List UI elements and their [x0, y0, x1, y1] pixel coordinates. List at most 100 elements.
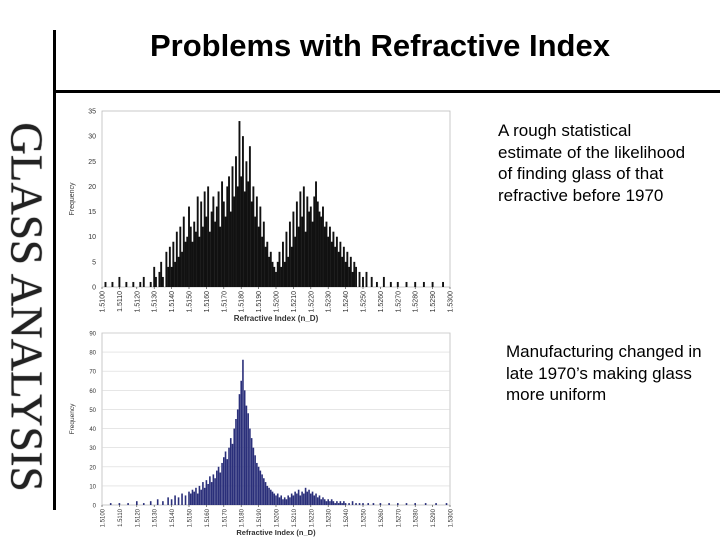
histogram-bar: [202, 482, 204, 505]
histogram-bar: [445, 503, 448, 505]
histogram-bar: [262, 221, 265, 287]
histogram-bar: [153, 266, 156, 287]
histogram-bar: [193, 221, 196, 287]
histogram-bar: [229, 438, 232, 505]
plot-area: [101, 110, 451, 288]
histogram-bar: [372, 503, 375, 505]
histogram-bar: [336, 501, 338, 505]
y-axis-label: Frequency: [69, 403, 76, 434]
histogram-bar: [389, 281, 392, 287]
x-tick-label: 1.5180: [239, 291, 246, 313]
histogram-bar: [355, 266, 357, 287]
y-tick-label: 35: [88, 109, 96, 116]
x-tick-label: 1.5240: [344, 508, 350, 527]
histogram-bar: [189, 226, 192, 287]
histogram-bar: [335, 236, 338, 287]
histogram-bar: [104, 281, 107, 287]
histogram-bar: [198, 236, 201, 287]
y-tick-label: 10: [89, 484, 96, 490]
x-tick-label: 1.5140: [169, 291, 176, 313]
histogram-bar: [179, 226, 182, 287]
histogram-bar: [313, 495, 316, 505]
histogram-bar: [310, 493, 312, 505]
histogram-bar: [318, 495, 321, 505]
histogram-bar: [330, 499, 333, 505]
histogram-bar: [365, 271, 368, 287]
histogram-bar: [285, 499, 288, 505]
histogram-bar: [316, 497, 319, 505]
histogram-bar: [184, 495, 187, 505]
histogram-bar: [325, 221, 328, 287]
histogram-bar: [268, 487, 270, 505]
histogram-bar: [217, 191, 220, 287]
histogram-bar: [221, 462, 223, 505]
histogram-bar: [442, 281, 444, 287]
histogram-bar: [156, 499, 159, 505]
histogram-bar: [303, 493, 305, 505]
histogram-bar: [245, 161, 248, 287]
x-tick-label: 1.5290: [431, 508, 437, 527]
histogram-bar: [283, 261, 286, 287]
x-tick-label: 1.5270: [396, 508, 402, 527]
histogram-bar: [165, 251, 168, 287]
histogram-bar: [174, 261, 177, 287]
histogram-bar: [414, 281, 417, 287]
histogram-bar: [301, 216, 304, 287]
histogram-bar: [405, 281, 408, 287]
histogram-bar: [154, 276, 157, 287]
histogram-bar: [136, 501, 138, 505]
x-tick-label: 1.5210: [291, 291, 298, 313]
x-tick-label: 1.5230: [326, 291, 333, 313]
histogram-post-1970: 0 10 20 30 40 50 60 70 80 90 1.5100 1.5110 1.5120 1.5…: [69, 332, 455, 538]
note-post-1970: Manufacturing changed in late 1970’s mak…: [506, 342, 702, 404]
histogram-bar: [233, 428, 236, 505]
histogram-bar: [243, 390, 246, 505]
histogram-bar: [216, 470, 218, 505]
x-tick-label: 1.5110: [117, 291, 124, 312]
y-tick-label: 70: [89, 370, 96, 376]
histogram-bar: [200, 489, 202, 505]
note-pre-1970: A rough statistical estimate of the like…: [498, 121, 686, 205]
histogram-bar: [226, 186, 229, 287]
histogram-bar: [382, 276, 385, 287]
histogram-bar: [323, 499, 326, 505]
histogram-bar: [435, 503, 437, 505]
histogram-bar: [315, 181, 317, 287]
y-tick-label: 40: [89, 427, 96, 433]
histogram-bar: [254, 216, 257, 287]
histogram-bar: [242, 359, 244, 505]
histogram-bar: [162, 501, 164, 505]
histogram-bar: [118, 276, 121, 287]
histogram-bar: [231, 443, 234, 505]
histogram-bar: [222, 201, 225, 287]
histogram-bar: [276, 261, 279, 287]
histogram-bar: [271, 261, 274, 287]
histogram-bar: [196, 196, 199, 287]
histogram-bar: [348, 503, 350, 505]
histogram-bar: [248, 146, 251, 287]
histogram-bar: [308, 211, 311, 287]
x-tick-label: 1.5200: [275, 508, 281, 527]
histogram-bar: [263, 478, 265, 505]
histogram-bar: [296, 493, 298, 505]
x-tick-label: 1.5140: [170, 508, 176, 527]
histogram-bar: [327, 499, 329, 505]
histogram-bar: [255, 196, 258, 287]
histogram-bar: [297, 226, 300, 287]
side-title: GLASS ANALYSIS: [4, 122, 48, 492]
x-tick-label: 1.5200: [274, 291, 281, 313]
y-tick-label: 15: [88, 209, 96, 216]
histogram-bar: [388, 503, 390, 505]
histogram-bar: [259, 470, 262, 505]
histogram-bar: [337, 251, 340, 287]
histogram-bar: [320, 216, 323, 287]
y-tick-label: 0: [93, 504, 97, 510]
histogram-bar: [205, 480, 208, 505]
histogram-bar: [149, 281, 152, 287]
histogram-bar: [229, 211, 232, 287]
histogram-bar: [215, 206, 218, 287]
histogram-bar: [182, 216, 185, 287]
histogram-bar: [282, 499, 284, 505]
histogram-bar: [236, 186, 239, 287]
histogram-bar: [341, 503, 343, 505]
